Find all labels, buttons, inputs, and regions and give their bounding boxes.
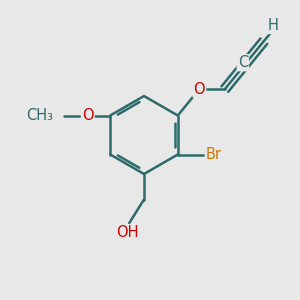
Text: O: O [82,108,94,123]
Text: OH: OH [116,225,139,240]
Text: Br: Br [206,147,222,162]
Text: O: O [194,82,205,97]
Text: H: H [268,18,279,33]
Text: C: C [238,55,248,70]
Text: CH₃: CH₃ [26,108,53,123]
